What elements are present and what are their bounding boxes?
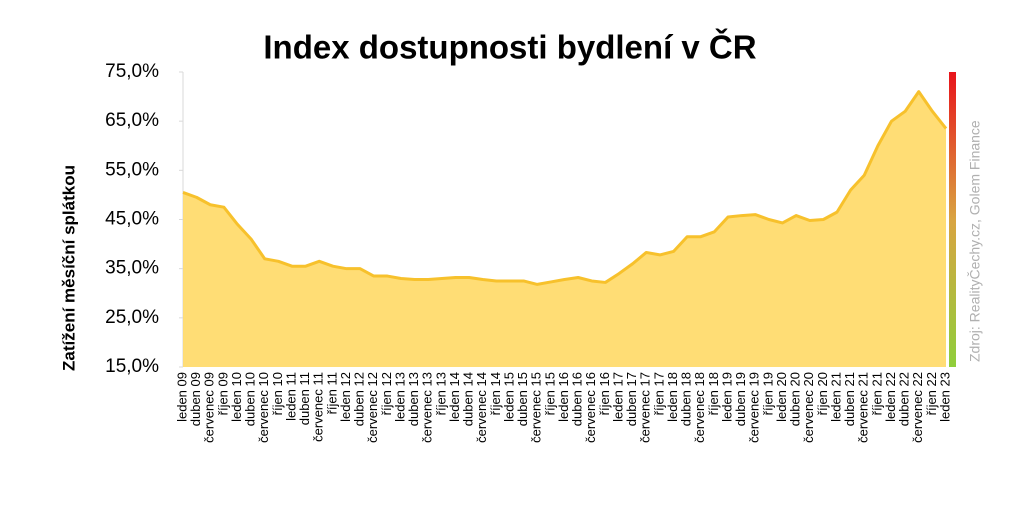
x-tick-label: červenec 16: [583, 372, 598, 443]
line: [182, 90, 948, 286]
x-tick-label: leden 15: [501, 372, 516, 422]
x-tick-label: leden 16: [556, 372, 571, 422]
x-tick-label: červenec 12: [365, 372, 380, 443]
chart-title: Index dostupnosti bydlení v ČR: [263, 28, 756, 66]
y-tick-label: 25,0%: [105, 307, 159, 328]
x-tick-label: říjen 18: [706, 372, 721, 415]
x-tick-label: říjen 21: [869, 372, 884, 415]
x-tick-label: leden 19: [719, 372, 734, 422]
x-tick-label: leden 18: [665, 372, 680, 422]
x-tick-label: leden 21: [828, 372, 843, 422]
x-tick-label: červenec 10: [256, 372, 271, 443]
x-tick-label: duben 12: [352, 372, 367, 426]
x-tick-label: leden 09: [174, 372, 189, 422]
x-tick-label: červenec 14: [474, 372, 489, 443]
x-tick-label: říjen 11: [324, 372, 339, 414]
x-tick-label: leden 12: [338, 372, 353, 422]
x-tick-label: červenec 20: [801, 372, 816, 443]
x-tick-label: říjen 19: [760, 372, 775, 415]
x-tick-label: duben 17: [624, 372, 639, 426]
x-tick-label: říjen 09: [215, 372, 230, 415]
x-tick-label: leden 11: [283, 372, 298, 421]
x-tick-label: červenec 09: [202, 372, 217, 443]
x-tick-label: říjen 12: [379, 372, 394, 415]
x-tick-label: leden 22: [883, 372, 898, 422]
x-tick-label: říjen 22: [924, 372, 939, 415]
y-tick-label: 45,0%: [105, 209, 159, 230]
x-tick-label: říjen 17: [651, 372, 666, 415]
x-tick-label: duben 18: [679, 372, 694, 426]
x-tick-label: červenec 18: [692, 372, 707, 443]
y-tick-label: 55,0%: [105, 159, 159, 180]
y-tick-label: 35,0%: [105, 258, 159, 279]
x-tick-label: červenec 19: [747, 372, 762, 443]
x-tick-label: duben 11: [297, 372, 312, 425]
x-tick-label: duben 20: [788, 372, 803, 426]
area: [183, 91, 946, 368]
x-tick-label: duben 14: [461, 372, 476, 426]
x-tick-label: červenec 13: [420, 372, 435, 443]
x-tick-label: říjen 20: [815, 372, 830, 415]
x-tick-label: duben 22: [897, 372, 912, 426]
x-tick-label: duben 13: [406, 372, 421, 426]
source-note: Zdroj: RealityČechy.cz, Golem Finance: [967, 120, 983, 362]
y-tick-label: 75,0%: [105, 61, 159, 82]
x-tick-label: leden 17: [610, 372, 625, 422]
x-tick-label: duben 15: [515, 372, 530, 426]
x-tick-label: duben 10: [243, 372, 258, 426]
y-tick-label: 65,0%: [105, 110, 159, 131]
x-tick-label: říjen 10: [270, 372, 285, 415]
x-tick-label: duben 09: [188, 372, 203, 426]
x-tick-label: říjen 13: [433, 372, 448, 415]
x-tick-label: duben 16: [570, 372, 585, 426]
x-tick-label: červenec 22: [910, 372, 925, 443]
x-tick-label: říjen 16: [597, 372, 612, 415]
x-tick-label: duben 21: [842, 372, 857, 426]
x-tick-label: říjen 15: [542, 372, 557, 415]
x-tick-label: leden 23: [937, 372, 952, 422]
x-tick-label: duben 19: [733, 372, 748, 426]
x-tick-label: leden 20: [774, 372, 789, 422]
x-tick-label: leden 14: [447, 372, 462, 422]
x-tick-label: červenec 21: [856, 372, 871, 443]
color-scale: [949, 72, 956, 367]
x-tick-label: leden 10: [229, 372, 244, 422]
x-tick-label: leden 13: [392, 372, 407, 422]
x-tick-label: červenec 11: [311, 372, 326, 442]
y-axis-title: Zatížení měsíční splátkou: [59, 165, 78, 371]
x-tick-label: červenec 15: [529, 372, 544, 443]
x-tick-label: říjen 14: [488, 372, 503, 415]
y-tick-label: 15,0%: [105, 356, 159, 377]
x-tick-label: červenec 17: [638, 372, 653, 443]
